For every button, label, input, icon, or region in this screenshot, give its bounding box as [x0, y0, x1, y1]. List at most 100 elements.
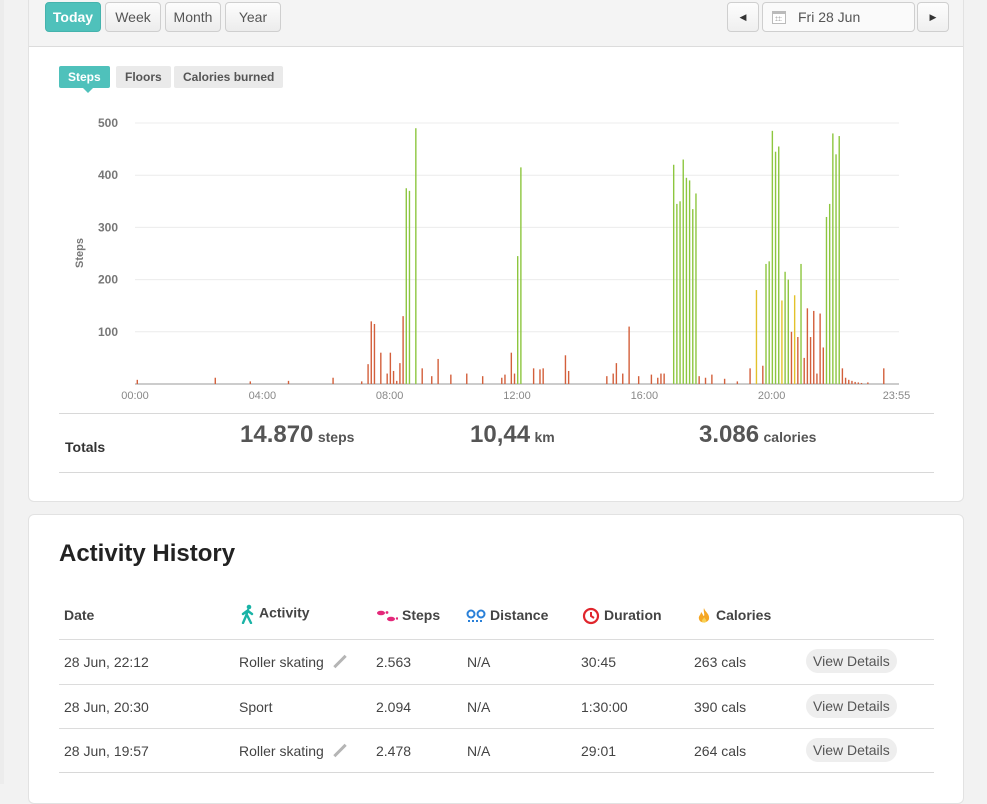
flame-icon: [698, 608, 710, 623]
steps-bar: [768, 261, 770, 384]
steps-bar: [771, 130, 774, 384]
view-details-button[interactable]: View Details: [806, 738, 897, 762]
steps-bar: [685, 177, 688, 384]
steps-bar: [793, 295, 796, 384]
y-tick-label: 500: [98, 116, 118, 130]
column-steps-label: Steps: [402, 607, 441, 623]
x-tick-label: 16:00: [631, 390, 659, 402]
view-details-button[interactable]: View Details: [806, 649, 897, 673]
period-week-button[interactable]: Week: [105, 2, 161, 32]
steps-bar: [828, 203, 831, 384]
caret-left-icon: ◀: [739, 12, 747, 22]
steps-bar: [660, 373, 662, 384]
steps-bar: [800, 263, 802, 384]
steps-bar: [136, 379, 138, 384]
steps-bar: [389, 352, 392, 384]
column-activity: Activity: [241, 604, 310, 624]
edit-pencil-icon[interactable]: [333, 743, 347, 758]
row-distance: N/A: [467, 743, 491, 759]
steps-bar: [606, 376, 608, 384]
steps-bar: [711, 374, 713, 384]
row-distance: N/A: [467, 699, 491, 715]
tab-calories-burned[interactable]: Calories burned: [174, 66, 284, 88]
selected-date: Fri 28 Jun: [798, 9, 861, 25]
tab-steps[interactable]: Steps: [59, 66, 110, 93]
steps-bar: [695, 193, 697, 384]
steps-bar: [367, 364, 369, 384]
steps-bar: [466, 373, 468, 384]
edit-pencil-icon[interactable]: [333, 654, 347, 669]
clock-icon: [582, 608, 600, 625]
steps-bar: [437, 358, 439, 384]
total-distance-unit: km: [534, 429, 555, 445]
steps-bar: [392, 370, 395, 384]
column-activity-label: Activity: [259, 604, 310, 621]
column-distance-label: Distance: [490, 607, 549, 623]
date-picker[interactable]: Fri 28 Jun: [762, 2, 915, 32]
steps-bar: [755, 290, 758, 384]
date-range-toolbar: Today Week Month Year ◀ Fri 28 Jun ▶: [29, 0, 963, 47]
next-day-button[interactable]: ▶: [917, 2, 949, 32]
steps-bar: [803, 357, 805, 384]
steps-bar: [501, 377, 503, 384]
steps-bar: [408, 190, 411, 384]
steps-bar: [784, 271, 786, 384]
steps-bar: [539, 369, 541, 384]
row-steps: 2.094: [376, 699, 412, 715]
steps-bar: [405, 188, 407, 384]
x-tick-label: 08:00: [376, 390, 404, 402]
steps-bar: [663, 373, 665, 384]
total-distance-value: 10,44: [470, 421, 531, 448]
steps-bar: [542, 368, 544, 384]
column-calories-label: Calories: [716, 607, 772, 623]
steps-bar: [838, 136, 840, 384]
steps-bar: [567, 370, 570, 384]
steps-bar: [628, 326, 630, 384]
steps-bar: [682, 159, 684, 384]
table-row: 28 Jun, 22:12 Roller skating 2.563 N/A 3…: [59, 639, 934, 684]
caret-right-icon: ▶: [929, 12, 937, 22]
view-details-button[interactable]: View Details: [806, 694, 897, 718]
steps-bar: [672, 164, 675, 384]
table-row: 28 Jun, 19:57 Roller skating 2.478 N/A 2…: [59, 728, 934, 773]
steps-bar: [520, 167, 522, 384]
steps-chart: 100 200 300 400 500 Steps 00:00 04:00 08:00 12:00…: [74, 116, 910, 402]
x-tick-label: 04:00: [249, 390, 277, 402]
column-steps: Steps: [376, 607, 440, 623]
steps-bar: [832, 133, 834, 384]
steps-bar: [822, 347, 824, 384]
period-today-button[interactable]: Today: [45, 2, 101, 32]
steps-bar: [860, 382, 863, 384]
steps-bar: [249, 381, 251, 384]
steps-bar: [854, 381, 856, 384]
steps-bar: [787, 279, 789, 384]
previous-day-button[interactable]: ◀: [727, 2, 759, 32]
period-month-button[interactable]: Month: [165, 2, 221, 32]
row-activity: Roller skating: [239, 743, 348, 759]
y-tick-label: 100: [98, 325, 118, 339]
row-steps: 2.563: [376, 654, 412, 670]
table-row: 28 Jun, 20:30 Sport 2.094 N/A 1:30:00 39…: [59, 684, 934, 729]
steps-bar: [361, 381, 363, 384]
steps-bar: [736, 381, 739, 384]
steps-bar: [851, 380, 853, 384]
activity-summary-card: Today Week Month Year ◀ Fri 28 Jun ▶ Ste…: [28, 0, 964, 502]
steps-bar: [698, 376, 700, 384]
row-duration: 30:45: [581, 654, 617, 670]
tab-floors[interactable]: Floors: [116, 66, 171, 88]
steps-bar: [883, 368, 885, 384]
row-steps: 2.478: [376, 743, 412, 759]
steps-bar: [637, 376, 640, 384]
steps-bar: [450, 374, 452, 384]
x-tick-label: 20:00: [758, 390, 786, 402]
totals-bottom-divider: [59, 472, 934, 473]
map-pin-icon: [466, 609, 486, 623]
steps-bar: [386, 373, 388, 384]
steps-bar: [781, 300, 783, 384]
totals-label: Totals: [65, 439, 106, 455]
period-year-button[interactable]: Year: [225, 2, 281, 32]
steps-bar: [813, 310, 815, 384]
page-edge: [0, 0, 4, 784]
steps-bar: [564, 355, 567, 384]
row-calories: 390 cals: [694, 699, 747, 715]
